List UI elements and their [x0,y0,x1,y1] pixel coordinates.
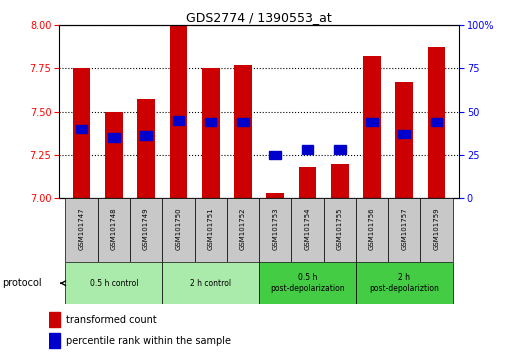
Text: GSM101757: GSM101757 [401,208,407,250]
Text: protocol: protocol [3,278,42,288]
Bar [237,118,249,126]
Bar [421,198,452,262]
Bar [130,198,162,262]
Text: transformed count: transformed count [66,315,157,325]
Bar [269,150,281,159]
Bar [49,312,60,327]
Bar [202,68,220,198]
Bar [108,133,120,142]
Bar [331,164,349,198]
Text: GSM101752: GSM101752 [240,208,246,250]
Bar [431,118,442,126]
Bar [162,198,194,262]
Text: GSM101748: GSM101748 [111,208,117,250]
Bar [259,262,356,304]
Bar [66,262,162,304]
Text: GSM101751: GSM101751 [208,208,213,250]
Text: GSM101754: GSM101754 [305,208,310,250]
Bar [227,198,259,262]
Bar [363,56,381,198]
Text: GSM101747: GSM101747 [78,208,85,250]
Bar [266,193,284,198]
Text: GSM101750: GSM101750 [175,208,182,250]
Bar [73,68,90,198]
Bar [194,198,227,262]
Bar [141,131,152,140]
Bar [366,118,378,126]
Text: percentile rank within the sample: percentile rank within the sample [66,336,231,346]
Bar [396,82,413,198]
Text: GSM101756: GSM101756 [369,208,375,250]
Bar [205,118,216,126]
Text: GSM101759: GSM101759 [433,208,440,250]
Bar [66,198,97,262]
Bar [105,112,123,198]
Text: GSM101753: GSM101753 [272,208,278,250]
Bar [76,125,87,133]
Text: 0.5 h
post-depolarization: 0.5 h post-depolarization [270,274,345,293]
Bar [291,198,324,262]
Text: 0.5 h control: 0.5 h control [90,279,138,288]
Bar [356,262,452,304]
Text: GSM101755: GSM101755 [337,208,343,250]
Bar [162,262,259,304]
Bar [388,198,421,262]
Text: GSM101749: GSM101749 [143,208,149,250]
Text: 2 h
post-depolariztion: 2 h post-depolariztion [369,274,439,293]
Bar [97,198,130,262]
Bar [302,145,313,154]
Bar [172,116,184,125]
Text: 2 h control: 2 h control [190,279,231,288]
Bar [299,167,317,198]
Title: GDS2774 / 1390553_at: GDS2774 / 1390553_at [186,11,332,24]
Bar [399,130,410,138]
Bar [428,47,445,198]
Bar [49,333,60,348]
Bar [334,145,346,154]
Bar [324,198,356,262]
Bar [356,198,388,262]
Bar [169,25,187,198]
Bar [259,198,291,262]
Bar [234,65,252,198]
Bar [137,99,155,198]
